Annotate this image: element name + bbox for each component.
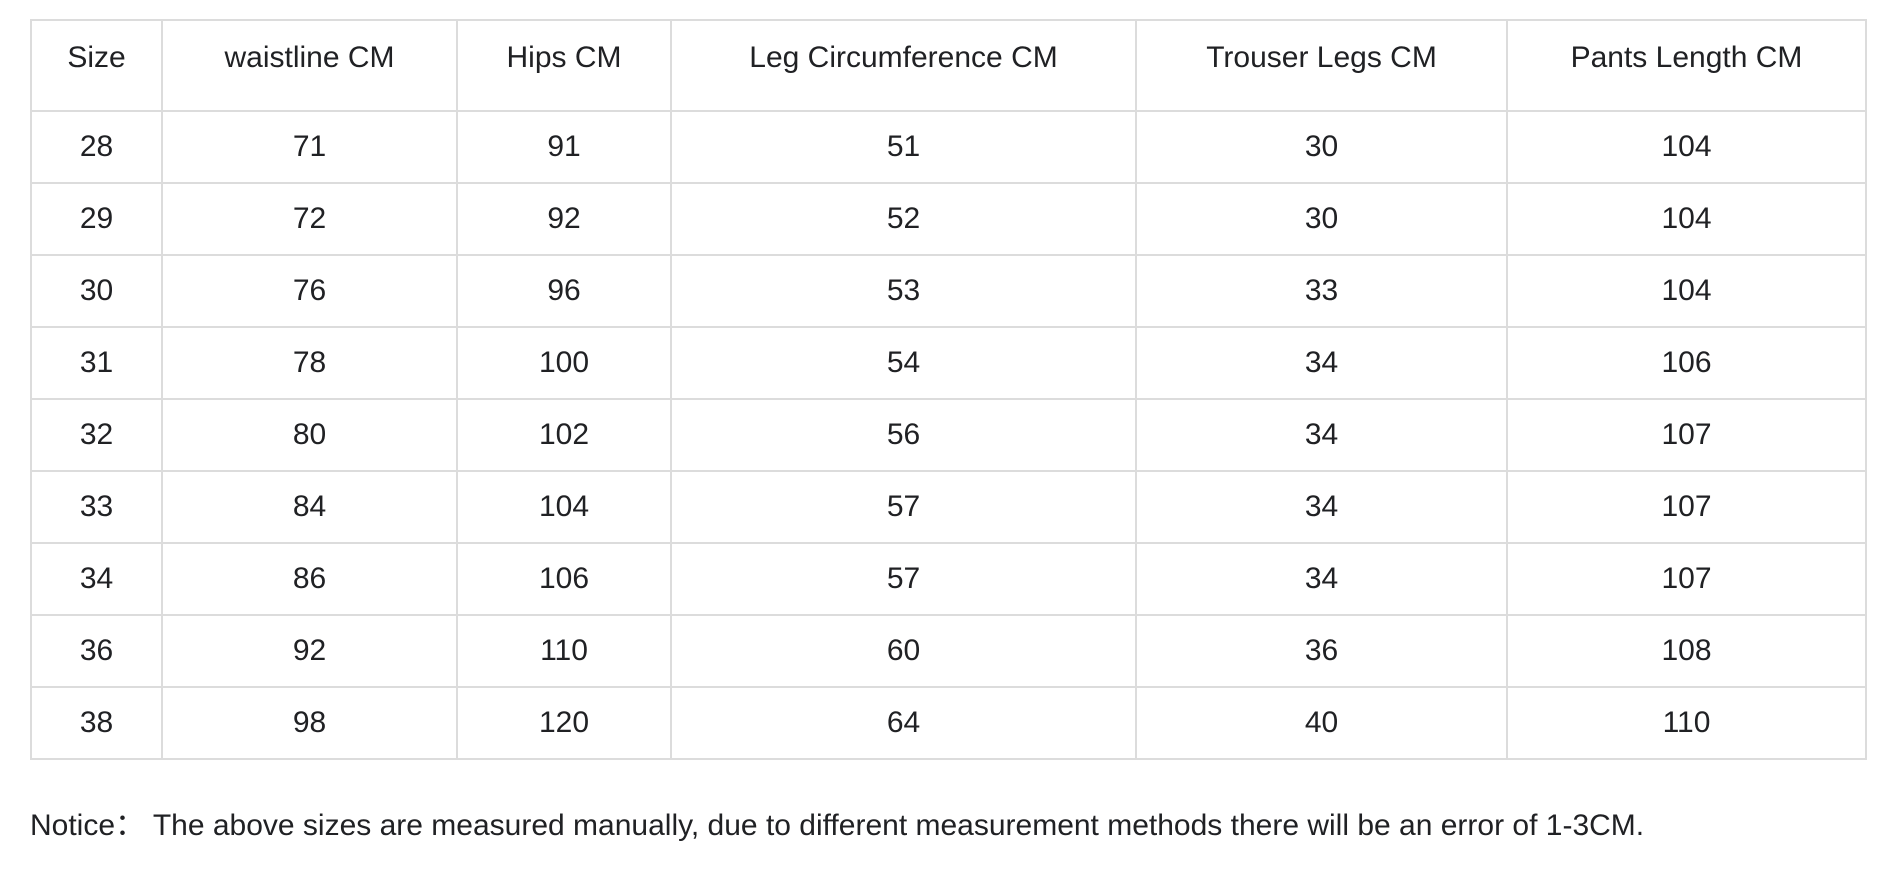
table-cell: 36: [1135, 614, 1508, 688]
table-cell: 32: [30, 398, 163, 472]
table-cell: 92: [456, 182, 672, 256]
table-cell: 108: [1506, 614, 1867, 688]
header-cell-hips: Hips CM: [456, 19, 672, 112]
table-cell: 38: [30, 686, 163, 760]
table-cell: 57: [670, 542, 1137, 616]
table-cell: 104: [1506, 254, 1867, 328]
table-cell: 120: [456, 686, 672, 760]
table-cell: 56: [670, 398, 1137, 472]
table-cell: 28: [30, 110, 163, 184]
header-cell-size: Size: [30, 19, 163, 112]
table-cell: 107: [1506, 542, 1867, 616]
table-row: 29 72 92 52 30 104: [30, 182, 1867, 256]
table-cell: 54: [670, 326, 1137, 400]
table-cell: 34: [1135, 542, 1508, 616]
table-cell: 106: [1506, 326, 1867, 400]
table-cell: 33: [1135, 254, 1508, 328]
table-row: 32 80 102 56 34 107: [30, 398, 1867, 472]
table-row: 33 84 104 57 34 107: [30, 470, 1867, 544]
table-cell: 102: [456, 398, 672, 472]
table-cell: 100: [456, 326, 672, 400]
table-row: 36 92 110 60 36 108: [30, 614, 1867, 688]
table-cell: 40: [1135, 686, 1508, 760]
table-row: 28 71 91 51 30 104: [30, 110, 1867, 184]
table-cell: 30: [30, 254, 163, 328]
header-cell-leg-circumference: Leg Circumference CM: [670, 19, 1137, 112]
table-cell: 107: [1506, 470, 1867, 544]
table-cell: 76: [161, 254, 458, 328]
table-cell: 33: [30, 470, 163, 544]
table-cell: 106: [456, 542, 672, 616]
table-header-row: Size waistline CM Hips CM Leg Circumfere…: [30, 19, 1867, 112]
table-cell: 34: [1135, 398, 1508, 472]
table-cell: 72: [161, 182, 458, 256]
table-cell: 64: [670, 686, 1137, 760]
table-cell: 80: [161, 398, 458, 472]
table-cell: 110: [456, 614, 672, 688]
table-cell: 51: [670, 110, 1137, 184]
table-cell: 53: [670, 254, 1137, 328]
table-cell: 84: [161, 470, 458, 544]
table-cell: 52: [670, 182, 1137, 256]
size-chart-section: Size waistline CM Hips CM Leg Circumfere…: [30, 19, 1867, 842]
table-cell: 104: [1506, 110, 1867, 184]
table-row: 30 76 96 53 33 104: [30, 254, 1867, 328]
table-cell: 91: [456, 110, 672, 184]
table-cell: 30: [1135, 110, 1508, 184]
table-cell: 57: [670, 470, 1137, 544]
table-cell: 30: [1135, 182, 1508, 256]
table-cell: 78: [161, 326, 458, 400]
table-cell: 29: [30, 182, 163, 256]
table-cell: 86: [161, 542, 458, 616]
table-cell: 36: [30, 614, 163, 688]
table-row: 38 98 120 64 40 110: [30, 686, 1867, 760]
table-cell: 31: [30, 326, 163, 400]
table-cell: 107: [1506, 398, 1867, 472]
table-cell: 98: [161, 686, 458, 760]
table-cell: 110: [1506, 686, 1867, 760]
table-cell: 34: [1135, 470, 1508, 544]
table-cell: 34: [1135, 326, 1508, 400]
header-cell-pants-length: Pants Length CM: [1506, 19, 1867, 112]
table-cell: 71: [161, 110, 458, 184]
size-table: Size waistline CM Hips CM Leg Circumfere…: [30, 19, 1867, 760]
notice-text: Notice： The above sizes are measured man…: [30, 809, 1645, 842]
table-row: 34 86 106 57 34 107: [30, 542, 1867, 616]
table-cell: 104: [1506, 182, 1867, 256]
header-cell-trouser-legs: Trouser Legs CM: [1135, 19, 1508, 112]
table-cell: 34: [30, 542, 163, 616]
table-cell: 96: [456, 254, 672, 328]
header-cell-waistline: waistline CM: [161, 19, 458, 112]
table-cell: 92: [161, 614, 458, 688]
table-cell: 60: [670, 614, 1137, 688]
table-cell: 104: [456, 470, 672, 544]
table-row: 31 78 100 54 34 106: [30, 326, 1867, 400]
